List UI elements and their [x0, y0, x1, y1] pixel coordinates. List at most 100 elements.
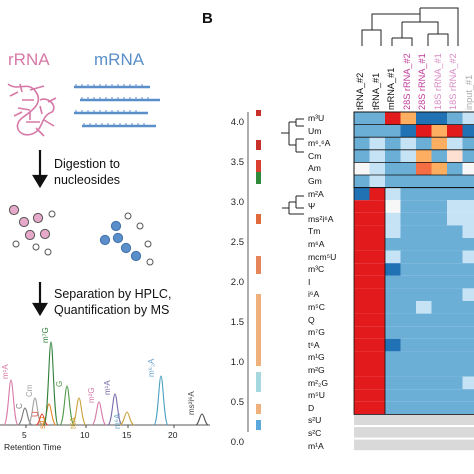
row-label: m⁶,⁶A: [308, 138, 331, 149]
heatmap-cell: [462, 338, 474, 352]
scale-tick-label: 1.0: [230, 357, 244, 368]
heatmap-cell: [369, 376, 385, 390]
heatmap-cell: [462, 112, 474, 125]
heatmap-cell: [447, 288, 463, 301]
heatmap-cell: [385, 149, 401, 163]
row-label: ms²i⁶A: [308, 213, 334, 224]
row-label: mcm⁵U: [308, 251, 337, 262]
heatmap-cell: [431, 301, 447, 314]
separation-line-1: Separation by HPLC,: [54, 287, 172, 301]
heatmap-cell: [447, 212, 463, 226]
digestion-line-1: Digestion to: [54, 157, 121, 171]
heatmap-block-outline: [353, 187, 474, 415]
heatmap-cell: [447, 414, 463, 425]
rrna-label: rRNA: [8, 50, 50, 69]
heatmap-cell: [416, 238, 432, 251]
heatmap-cell: [369, 414, 385, 425]
heatmap-cell: [354, 137, 370, 150]
heatmap-cell: [400, 137, 416, 150]
tick-label: 10: [80, 430, 90, 440]
scale-bar: [256, 160, 261, 182]
row-label: m⁵C: [308, 302, 325, 312]
heatmap-cell: [385, 275, 401, 289]
heatmap-cell: [416, 338, 432, 352]
heatmap-cell: [385, 414, 401, 425]
heatmap-cell: [431, 225, 447, 238]
heatmap-cell: [400, 439, 416, 451]
heatmap-cell: [354, 288, 370, 301]
heatmap-cell: [354, 351, 370, 364]
chromatogram: [0, 341, 210, 428]
row-label: s²C: [308, 428, 322, 438]
row-label: m⁷G: [308, 327, 325, 338]
scale-bar: [256, 214, 261, 224]
heatmap-cell: [369, 313, 385, 327]
heatmap-cell: [462, 326, 474, 339]
scale-bar: [256, 372, 261, 392]
heatmap-cell: [431, 137, 447, 150]
heatmap-cell: [431, 338, 447, 352]
row-label: m²G: [308, 365, 325, 375]
heatmap-cell: [400, 187, 416, 201]
heatmap-cell: [400, 162, 416, 175]
heatmap-cell: [354, 401, 370, 415]
heatmap-cell: [385, 376, 401, 390]
heatmap-cell: [462, 275, 474, 289]
heatmap-cell: [416, 175, 432, 188]
scale-bar: [256, 404, 261, 414]
heatmap-cell: [400, 301, 416, 314]
heatmap-cell: [447, 187, 463, 201]
heatmap-cell: [369, 225, 385, 238]
heatmap-cell: [385, 162, 401, 175]
heatmap-cell: [385, 301, 401, 314]
heatmap-cell: [447, 238, 463, 251]
row-dendrogram: [281, 118, 304, 153]
heatmap-cell: [416, 427, 432, 438]
heatmap-cell: [400, 401, 416, 415]
heatmap-cell: [431, 364, 447, 377]
heatmap-cell: [447, 250, 463, 264]
heatmap-cell: [400, 275, 416, 289]
heatmap-cell: [369, 137, 385, 150]
heatmap-cell: [385, 238, 401, 251]
scale-tick-label: 3.5: [230, 157, 244, 168]
heatmap-cell: [354, 427, 370, 438]
heatmap-cell: [369, 401, 385, 415]
heatmap-cell: [354, 376, 370, 390]
heatmap-cell: [385, 288, 401, 301]
scale-bar: [256, 172, 261, 184]
heatmap-cell: [385, 401, 401, 415]
heatmap-cell: [369, 288, 385, 301]
heatmap-cell: [385, 124, 401, 138]
heatmap-cell: [416, 137, 432, 150]
scale-tick-label: 2.0: [230, 277, 244, 288]
heatmap-cell: [462, 200, 474, 213]
heatmap-cell: [416, 162, 432, 175]
heatmap-cell: [354, 389, 370, 402]
heatmap-cell: [431, 175, 447, 188]
heatmap-cell: [431, 162, 447, 175]
mrna-label: mRNA: [94, 50, 145, 69]
heatmap-cell: [431, 351, 447, 364]
heatmap-cell: [447, 263, 463, 276]
scale-tick-label: 4.0: [230, 117, 244, 128]
heatmap-cell: [369, 212, 385, 226]
heatmap-cell: [354, 364, 370, 377]
heatmap-cell: [385, 112, 401, 125]
row-label: Um: [308, 125, 322, 136]
heatmap-cell: [431, 313, 447, 327]
heatmap-cell: [385, 225, 401, 238]
tick-label: 5: [22, 430, 27, 440]
heatmap-cell: [385, 250, 401, 264]
heatmap-cell: [385, 351, 401, 364]
heatmap-cell: [447, 364, 463, 377]
heatmap-cell: [354, 313, 370, 327]
heatmap-cell: [462, 313, 474, 327]
heatmap-cell: [369, 162, 385, 175]
heatmap-cell: [462, 301, 474, 314]
heatmap-cell: [354, 275, 370, 289]
digestion-line-2: nucleosides: [54, 173, 121, 187]
heatmap-cell: [369, 338, 385, 352]
heatmap-cell: [447, 137, 463, 150]
